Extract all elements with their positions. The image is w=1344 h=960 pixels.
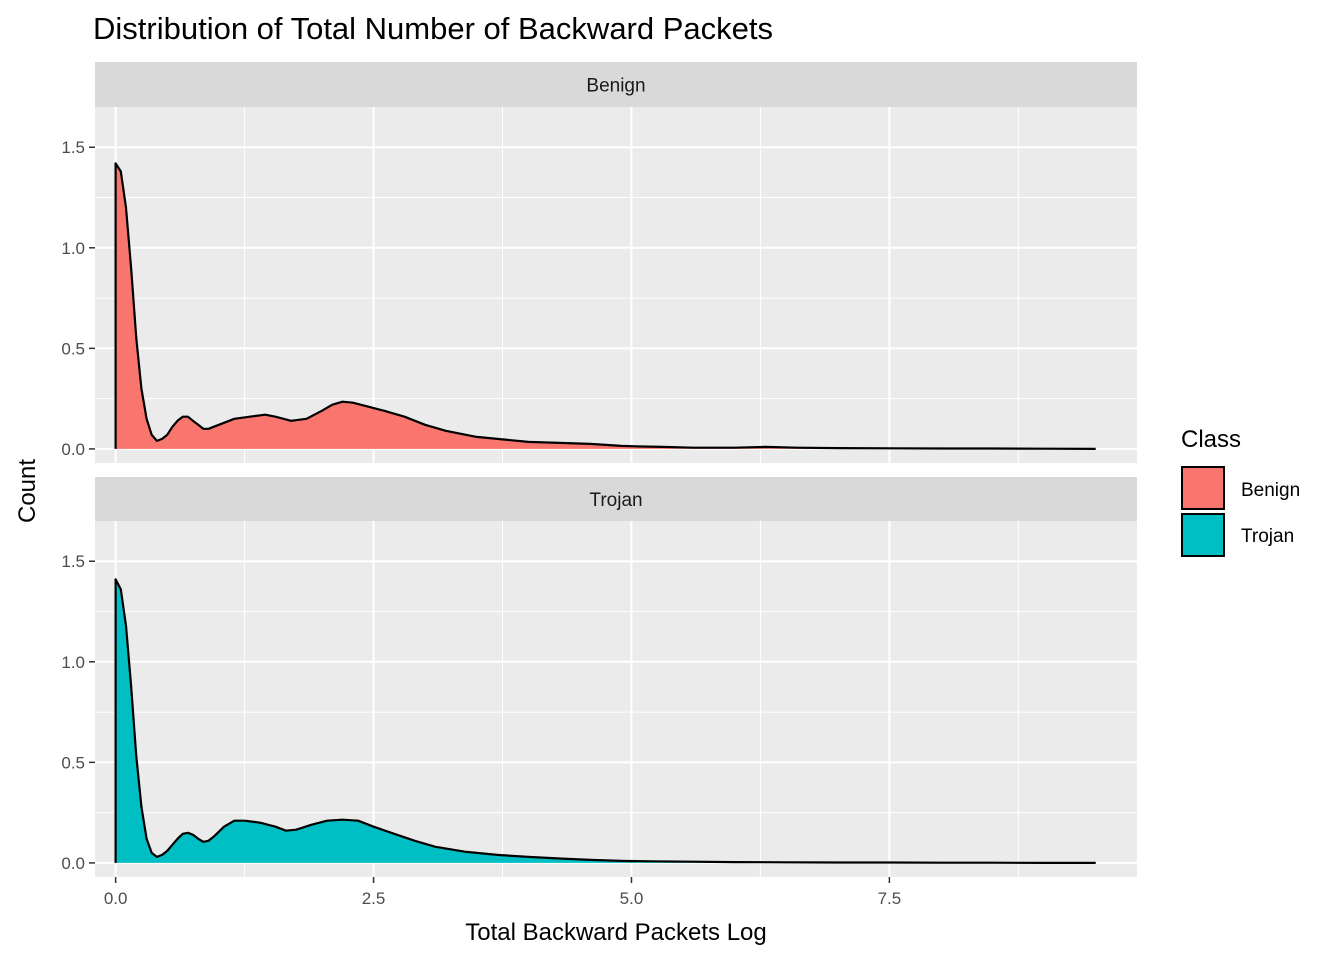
- panel-trojan: Trojan 0.0 0.5 1.0 1.5: [61, 477, 1137, 877]
- x-tick-label: 7.5: [878, 889, 902, 908]
- y-tick-label: 0.5: [61, 753, 85, 772]
- y-tick-label: 1.5: [61, 552, 85, 571]
- legend-label-trojan: Trojan: [1241, 526, 1294, 547]
- facet-strip-trojan: [95, 477, 1137, 521]
- y-tick-label: 0.0: [61, 854, 85, 873]
- x-tick-label: 0.0: [104, 889, 128, 908]
- legend-key-trojan: [1181, 513, 1225, 557]
- legend-title: Class: [1181, 426, 1241, 453]
- y-tick-label: 1.5: [61, 138, 85, 157]
- y-axis-title: Count: [14, 459, 41, 523]
- x-tick-label: 5.0: [620, 889, 644, 908]
- y-tick-label: 1.0: [61, 653, 85, 672]
- density-line-benign: [114, 162, 1096, 450]
- facet-strip-label-benign: Benign: [586, 76, 645, 97]
- legend-key-benign: [1181, 466, 1225, 510]
- facet-strip-label-trojan: Trojan: [589, 490, 642, 511]
- facet-strip-benign: [95, 62, 1137, 107]
- chart-title: Distribution of Total Number of Backward…: [93, 11, 773, 46]
- x-axis-title: Total Backward Packets Log: [465, 919, 767, 946]
- legend-label-benign: Benign: [1241, 480, 1300, 501]
- x-tick-label: 2.5: [362, 889, 386, 908]
- panel-background-trojan: [95, 521, 1137, 877]
- y-tick-label: 1.0: [61, 239, 85, 258]
- y-tick-label: 0.0: [61, 440, 85, 459]
- x-axis: 0.0 2.5 5.0 7.5: [104, 877, 901, 908]
- density-line-trojan: [114, 578, 1096, 864]
- panel-benign: Benign 0.0 0.5 1.0 1.5: [61, 62, 1137, 463]
- panel-background-benign: [95, 107, 1137, 463]
- y-tick-label: 0.5: [61, 339, 85, 358]
- legend: Class Benign Trojan: [1181, 426, 1300, 557]
